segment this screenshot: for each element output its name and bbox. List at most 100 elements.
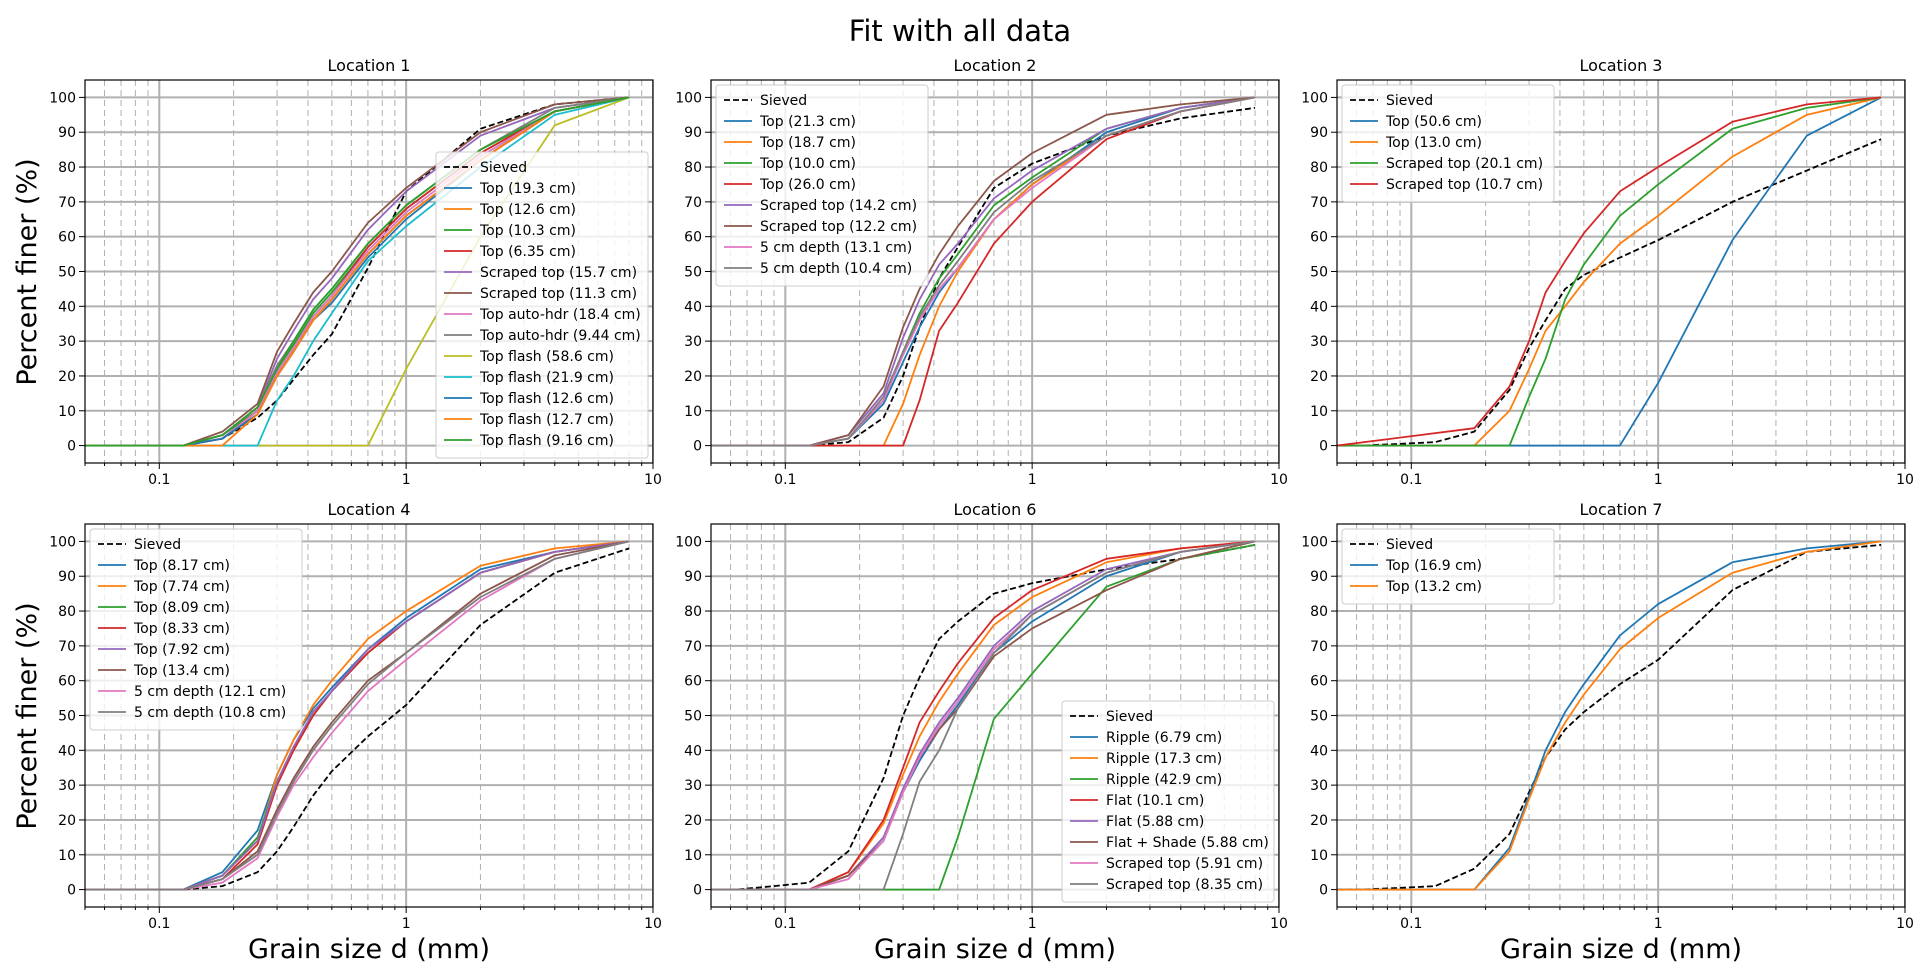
ylabel-top-row: Percent finer (%)	[12, 158, 43, 385]
y-tick-label: 60	[58, 230, 76, 246]
x-tick-label: 0.1	[148, 916, 170, 932]
legend-entry: Sieved	[134, 537, 181, 553]
y-tick-label: 10	[1310, 404, 1328, 420]
series-line-3	[1337, 540, 1882, 891]
ylabel-bottom-row: Percent finer (%)	[12, 602, 43, 829]
figure-title: Fit with all data	[849, 14, 1071, 48]
y-tick-label: 30	[1310, 778, 1328, 794]
y-tick-label: 0	[693, 883, 702, 899]
y-tick-label: 60	[1310, 674, 1328, 690]
legend-entry: Scraped top (20.1 cm)	[1386, 156, 1543, 172]
series-line-11	[85, 96, 630, 447]
legend-entry: Flat (10.1 cm)	[1106, 793, 1204, 809]
x-tick-label: 0.1	[1400, 472, 1422, 488]
legend-entry: Top flash (12.7 cm)	[479, 412, 614, 428]
y-tick-label: 90	[1310, 125, 1328, 141]
series-lines	[711, 540, 1256, 891]
legend: Sieved Top (19.3 cm) Top (12.6 cm) Top (10.…	[435, 151, 649, 459]
legend-entry: Scraped top (14.2 cm)	[760, 198, 917, 214]
y-tick-label: 10	[684, 848, 702, 864]
panel-title: Location 3	[1580, 56, 1663, 75]
legend-entry: Top (13.0 cm)	[1385, 135, 1482, 151]
y-tick-label: 70	[684, 639, 702, 655]
legend-entry: Top (8.33 cm)	[133, 621, 230, 637]
y-tick-label: 100	[1301, 534, 1328, 550]
series-line-5	[1337, 96, 1882, 447]
y-tick-label: 90	[1310, 569, 1328, 585]
legend-box	[89, 528, 303, 731]
y-tick-label: 40	[58, 299, 76, 315]
y-tick-label: 40	[684, 743, 702, 759]
legend-entry: 5 cm depth (12.1 cm)	[134, 684, 286, 700]
y-tick-label: 0	[1319, 883, 1328, 899]
legend-entry: Top (50.6 cm)	[1385, 114, 1482, 130]
y-tick-label: 70	[58, 639, 76, 655]
y-tick-label: 90	[58, 125, 76, 141]
legend-entry: 5 cm depth (10.4 cm)	[760, 261, 912, 277]
legend-entry: Ripple (42.9 cm)	[1106, 772, 1222, 788]
y-tick-label: 70	[58, 195, 76, 211]
y-tick-label: 100	[1301, 90, 1328, 106]
xlabel-panel-5: Grain size d (mm)	[874, 934, 1116, 965]
series-line-2	[1337, 540, 1882, 891]
x-tick-label: 1	[1654, 916, 1663, 932]
y-tick-label: 10	[1310, 848, 1328, 864]
y-tick-label: 100	[49, 90, 76, 106]
y-tick-label: 30	[58, 778, 76, 794]
y-tick-label: 80	[58, 604, 76, 620]
x-tick-label: 0.1	[774, 472, 796, 488]
series-lines	[1337, 96, 1882, 447]
legend-entry: Top (16.9 cm)	[1385, 558, 1482, 574]
series-line-7	[711, 540, 1256, 891]
legend-box	[1341, 84, 1555, 203]
panel-title: Location 6	[954, 500, 1037, 519]
series-line-5	[711, 96, 1256, 447]
legend-entry: Scraped top (5.91 cm)	[1106, 856, 1263, 872]
legend-entry: Top (12.6 cm)	[479, 202, 576, 218]
series-line-9	[85, 540, 630, 891]
y-tick-label: 0	[67, 439, 76, 455]
legend-entry: Top (7.92 cm)	[133, 642, 230, 658]
legend-box	[435, 151, 649, 459]
series-lines	[85, 540, 630, 891]
series-line-4	[1337, 96, 1882, 447]
y-tick-label: 40	[58, 743, 76, 759]
y-tick-label: 30	[684, 334, 702, 350]
legend-entry: Top flash (21.9 cm)	[479, 370, 614, 386]
xlabel-panel-4: Grain size d (mm)	[248, 934, 490, 965]
y-tick-label: 20	[58, 813, 76, 829]
x-tick-label: 10	[644, 916, 662, 932]
y-tick-label: 20	[684, 369, 702, 385]
legend-entry: Top flash (12.6 cm)	[479, 391, 614, 407]
y-tick-label: 10	[58, 848, 76, 864]
legend-entry: Ripple (17.3 cm)	[1106, 751, 1222, 767]
x-tick-label: 10	[1896, 916, 1914, 932]
series-line-7	[711, 96, 1256, 447]
y-tick-label: 50	[58, 709, 76, 725]
x-tick-label: 1	[402, 472, 411, 488]
legend-entry: Flat (5.88 cm)	[1106, 814, 1204, 830]
xlabel-panel-6: Grain size d (mm)	[1500, 934, 1742, 965]
legend-entry: Top flash (58.6 cm)	[479, 349, 614, 365]
y-tick-label: 80	[684, 160, 702, 176]
legend-entry: Ripple (6.79 cm)	[1106, 730, 1222, 746]
legend-entry: Top auto-hdr (9.44 cm)	[479, 328, 641, 344]
x-tick-label: 0.1	[1400, 916, 1422, 932]
x-tick-label: 10	[1896, 472, 1914, 488]
legend-entry: Top (10.0 cm)	[759, 156, 856, 172]
y-tick-label: 20	[58, 369, 76, 385]
legend-entry: Scraped top (10.7 cm)	[1386, 177, 1543, 193]
y-tick-label: 20	[1310, 369, 1328, 385]
x-tick-label: 1	[1028, 916, 1037, 932]
panel-title: Location 7	[1580, 500, 1663, 519]
legend-entry: Top (21.3 cm)	[759, 114, 856, 130]
y-tick-label: 70	[684, 195, 702, 211]
panel-title: Location 2	[954, 56, 1037, 75]
legend-entry: Top (8.09 cm)	[133, 600, 230, 616]
